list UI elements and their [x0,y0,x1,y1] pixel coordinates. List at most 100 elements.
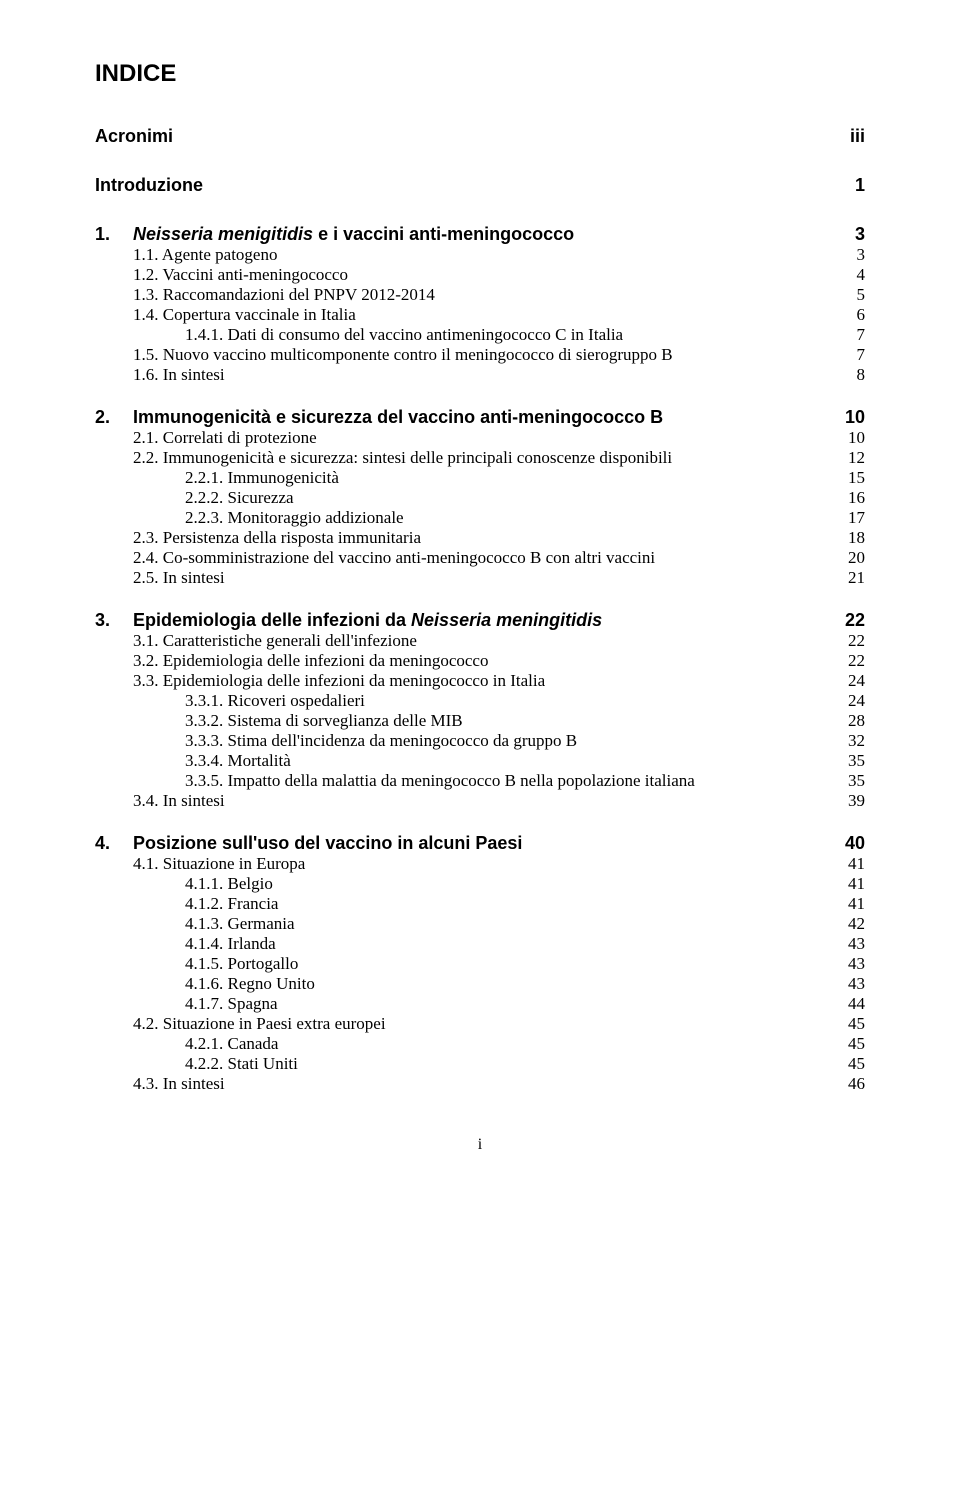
toc-entry-number: 1. [95,224,133,245]
toc-entry: 4.2.1. Canada45 [95,1034,865,1054]
toc-entry: 1.4. Copertura vaccinale in Italia 6 [95,305,865,325]
toc-entry-page: iii [837,126,865,147]
toc-entry-page: 43 [837,934,865,954]
toc-entry-page: 7 [837,345,865,365]
toc-entry-label: 1.3. Raccomandazioni del PNPV 2012-2014 [133,285,435,305]
toc-entry: 1.2. Vaccini anti-meningococco 4 [95,265,865,285]
toc-entry-page: 10 [837,407,865,428]
toc-entry-page: 6 [837,305,865,325]
toc-entry-page: 43 [837,974,865,994]
toc-entry: Introduzione 1 [95,175,865,196]
toc-entry: 3. Epidemiologia delle infezioni da Neis… [95,610,865,631]
toc-entry-label: 4.1.6. Regno Unito [185,974,315,994]
toc-entry: 2.2. Immunogenicità e sicurezza: sintesi… [95,448,865,468]
toc-entry: 4.1.3. Germania 42 [95,914,865,934]
toc-entry: 4.1.1. Belgio41 [95,874,865,894]
toc-entry: 3.2. Epidemiologia delle infezioni da me… [95,651,865,671]
toc-entry-page: 35 [837,751,865,771]
toc-entry-page: 43 [837,954,865,974]
toc-entry-label: 3.1. Caratteristiche generali dell'infez… [133,631,417,651]
toc-entry: 2.3. Persistenza della risposta immunita… [95,528,865,548]
toc-entry: 2.1. Correlati di protezione 10 [95,428,865,448]
toc-entry: 4. Posizione sull'uso del vaccino in alc… [95,833,865,854]
toc-entry: 3.1. Caratteristiche generali dell'infez… [95,631,865,651]
toc-entry-label: 3.3.1. Ricoveri ospedalieri [185,691,365,711]
toc-title: INDICE [95,60,865,88]
toc-entry-label: 4.1.1. Belgio [185,874,273,894]
toc-entry-page: 40 [837,833,865,854]
toc-entry-label: 2.3. Persistenza della risposta immunita… [133,528,421,548]
toc-entry-label: 3.3.3. Stima dell'incidenza da meningoco… [185,731,577,751]
toc-entry-label: 1.1. Agente patogeno [133,245,277,265]
toc-entry-page: 32 [837,731,865,751]
toc-entry-label: 3.3.5. Impatto della malattia da meningo… [185,771,695,791]
toc-entry-label: 4.1.5. Portogallo [185,954,298,974]
toc-entry-label: 1. Neisseria menigitidis e i vaccini ant… [95,224,574,245]
toc-entry-label: 3.3.2. Sistema di sorveglianza delle MIB [185,711,463,731]
toc-container: Acronimiiii Introduzione 1 1. Neisseria men… [95,126,865,1094]
toc-entry-page: 1 [837,175,865,196]
toc-entry-label: 2.1. Correlati di protezione [133,428,317,448]
toc-entry: 4.1.2. Francia 41 [95,894,865,914]
toc-entry: 3.4. In sintesi 39 [95,791,865,811]
toc-entry: 4.1. Situazione in Europa41 [95,854,865,874]
toc-entry-label: 3.3.4. Mortalità [185,751,291,771]
toc-entry-page: 20 [837,548,865,568]
toc-entry-label: 4.1.3. Germania [185,914,295,934]
toc-entry-page: 22 [837,631,865,651]
toc-entry-page: 4 [837,265,865,285]
toc-entry-page: 41 [837,854,865,874]
toc-entry-page: 12 [837,448,865,468]
toc-entry-page: 44 [837,994,865,1014]
toc-entry-page: 42 [837,914,865,934]
toc-entry: 2. Immunogenicità e sicurezza del vaccin… [95,407,865,428]
toc-entry-label: 2.2.3. Monitoraggio addizionale [185,508,404,528]
toc-entry-label: 3. Epidemiologia delle infezioni da Neis… [95,610,602,631]
toc-entry-page: 41 [837,894,865,914]
toc-entry-label: 2.4. Co-somministrazione del vaccino ant… [133,548,655,568]
toc-entry: 3.3. Epidemiologia delle infezioni da me… [95,671,865,691]
toc-entry-label: 4.1.4. Irlanda [185,934,276,954]
toc-entry-page: 24 [837,691,865,711]
toc-entry-label: 4.3. In sintesi [133,1074,225,1094]
toc-entry-page: 3 [837,245,865,265]
toc-entry: 4.1.5. Portogallo 43 [95,954,865,974]
toc-entry: 3.3.3. Stima dell'incidenza da meningoco… [95,731,865,751]
toc-entry: 4.3. In sintesi46 [95,1074,865,1094]
toc-entry: 1.4.1. Dati di consumo del vaccino antim… [95,325,865,345]
toc-entry-page: 10 [837,428,865,448]
toc-entry: 1.6. In sintesi8 [95,365,865,385]
toc-entry-label: 2. Immunogenicità e sicurezza del vaccin… [95,407,663,428]
toc-entry: 3.3.4. Mortalità 35 [95,751,865,771]
toc-entry-label: 1.4. Copertura vaccinale in Italia [133,305,356,325]
toc-entry: 2.4. Co-somministrazione del vaccino ant… [95,548,865,568]
toc-entry-label: 2.5. In sintesi [133,568,225,588]
toc-entry-label: 4.2.1. Canada [185,1034,278,1054]
toc-entry: 4.1.7. Spagna44 [95,994,865,1014]
toc-entry: 2.2.2. Sicurezza16 [95,488,865,508]
toc-entry: 3.3.2. Sistema di sorveglianza delle MIB… [95,711,865,731]
toc-entry: 1.5. Nuovo vaccino multicomponente contr… [95,345,865,365]
toc-entry-label: 3.4. In sintesi [133,791,225,811]
toc-entry-page: 39 [837,791,865,811]
toc-entry-label: 4.2. Situazione in Paesi extra europei [133,1014,386,1034]
page-number: i [95,1136,865,1154]
toc-entry-page: 45 [837,1014,865,1034]
toc-entry-label: 1.5. Nuovo vaccino multicomponente contr… [133,345,673,365]
toc-entry-label: 1.2. Vaccini anti-meningococco [133,265,348,285]
toc-entry-page: 21 [837,568,865,588]
toc-entry: 3.3.1. Ricoveri ospedalieri 24 [95,691,865,711]
toc-entry: 4.1.4. Irlanda 43 [95,934,865,954]
toc-entry: Acronimiiii [95,126,865,147]
toc-entry-label: 2.2. Immunogenicità e sicurezza: sintesi… [133,448,672,468]
toc-entry-page: 35 [837,771,865,791]
toc-entry: 4.1.6. Regno Unito 43 [95,974,865,994]
toc-entry-label: 3.2. Epidemiologia delle infezioni da me… [133,651,488,671]
toc-entry: 2.5. In sintesi 21 [95,568,865,588]
toc-entry: 2.2.3. Monitoraggio addizionale17 [95,508,865,528]
toc-entry-label: 4.1.2. Francia [185,894,278,914]
toc-entry: 4.2.2. Stati Uniti45 [95,1054,865,1074]
toc-entry-label: Introduzione [95,175,203,196]
toc-entry-page: 5 [837,285,865,305]
toc-entry: 1.1. Agente patogeno 3 [95,245,865,265]
